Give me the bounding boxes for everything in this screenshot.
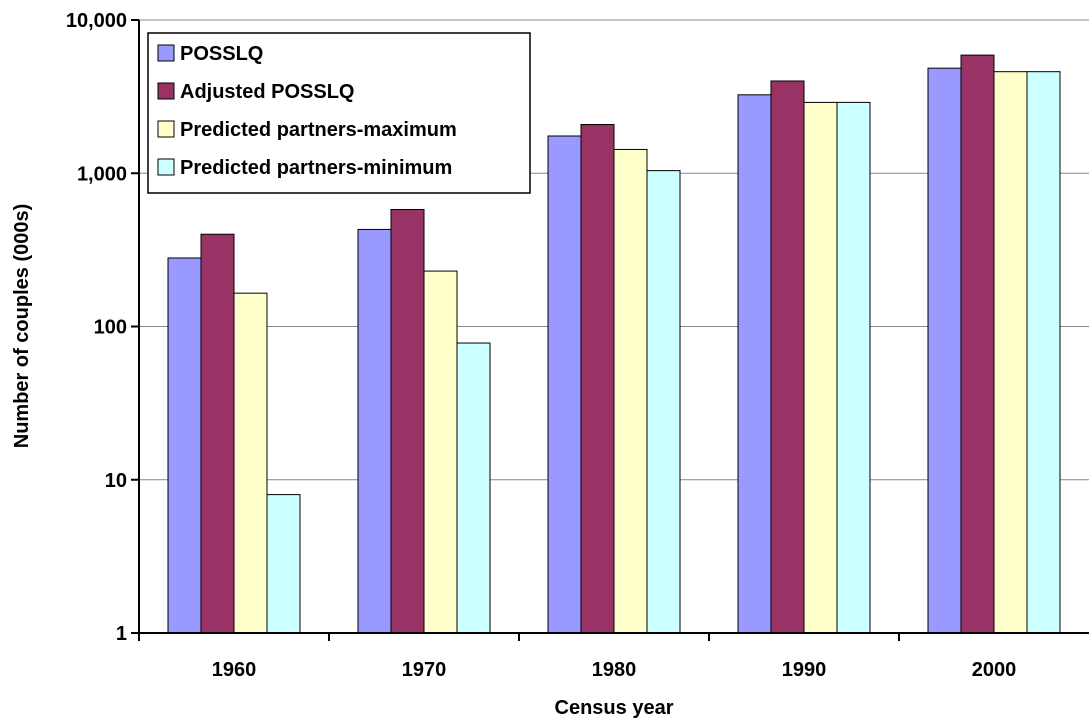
- legend-swatch: [157, 44, 175, 62]
- bar-4-2000: [1026, 71, 1061, 634]
- legend-swatch: [157, 158, 175, 176]
- legend: POSSLQ Adjusted POSSLQ Predicted partners-…: [147, 32, 531, 194]
- y-tick-label: 100: [94, 317, 127, 339]
- x-tick-label: 2000: [972, 659, 1017, 681]
- bar-4-1980: [646, 170, 681, 634]
- bar-2-1980: [580, 124, 615, 634]
- bar-2-1960: [200, 233, 235, 634]
- legend-label: Adjusted POSSLQ: [180, 81, 354, 103]
- y-axis-title: Number of couples (000s): [11, 204, 33, 449]
- legend-label: POSSLQ: [180, 43, 263, 65]
- bar-3-1960: [233, 292, 268, 634]
- y-tick-labels: 1 10 100 1,000 10,000: [66, 10, 127, 645]
- bar-1-1970: [357, 228, 392, 634]
- x-tick-labels: 1960 1970 1980 1990 2000: [212, 659, 1017, 681]
- x-tick-label: 1990: [782, 659, 827, 681]
- bar-2-2000: [960, 54, 995, 634]
- bars: [167, 54, 1061, 634]
- bar-4-1960: [266, 494, 301, 634]
- bar-4-1990: [836, 101, 871, 634]
- y-tick-label: 1,000: [77, 163, 127, 185]
- bar-2-1970: [390, 209, 425, 634]
- x-tick-label: 1960: [212, 659, 257, 681]
- bar-3-1990: [803, 101, 838, 634]
- bar-1-2000: [927, 67, 962, 634]
- x-axis-title: Census year: [555, 697, 674, 719]
- legend-swatch: [157, 120, 175, 138]
- bar-3-1980: [613, 148, 648, 634]
- x-tick-label: 1980: [592, 659, 637, 681]
- y-tick-label: 10: [105, 470, 127, 492]
- legend-label: Predicted partners-minimum: [180, 157, 452, 179]
- legend-label: Predicted partners-maximum: [180, 119, 457, 141]
- bar-2-1990: [770, 80, 805, 634]
- bar-3-2000: [993, 71, 1028, 634]
- legend-box: [147, 32, 531, 194]
- bar-1-1990: [737, 94, 772, 634]
- y-tick-label: 10,000: [66, 10, 127, 32]
- bar-1-1980: [547, 135, 582, 634]
- bar-4-1970: [456, 342, 491, 634]
- legend-swatch: [157, 82, 175, 100]
- y-tick-label: 1: [116, 623, 127, 645]
- bar-1-1960: [167, 257, 202, 634]
- axes: [131, 19, 1089, 641]
- x-tick-label: 1970: [402, 659, 447, 681]
- bar-3-1970: [423, 270, 458, 634]
